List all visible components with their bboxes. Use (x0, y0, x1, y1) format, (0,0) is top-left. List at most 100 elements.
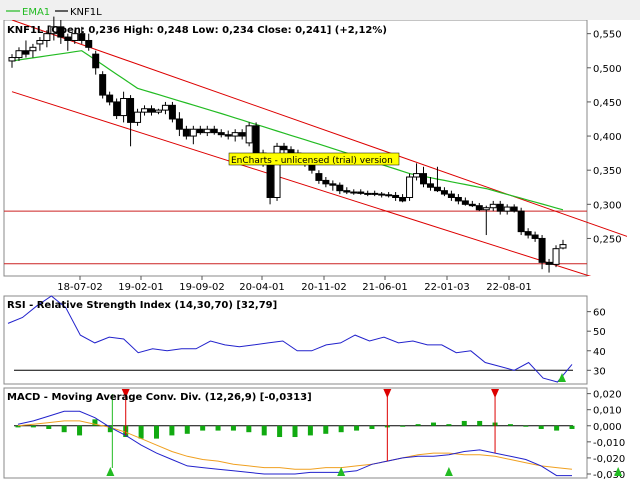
candle-body (336, 184, 344, 192)
macd-histogram-bar (446, 424, 452, 426)
macd-down-arrow (383, 389, 392, 398)
candle-body (106, 94, 114, 103)
candle-body (406, 176, 414, 198)
candle-body (92, 53, 100, 69)
candle-body (489, 203, 497, 209)
price-y-tick-label: 0,300 (593, 200, 622, 211)
price-x-tick-label: 19-09-02 (179, 282, 224, 293)
candle-body (50, 26, 58, 35)
price-x-tick-label: 18-07-02 (57, 282, 102, 293)
macd-histogram-bar (292, 425, 298, 438)
price-y-tick-label: 0,550 (593, 30, 622, 41)
candle-body (57, 26, 65, 38)
candle-body (496, 203, 504, 212)
macd-histogram-bar (569, 425, 575, 429)
candle-body (461, 200, 469, 205)
candle-body (399, 196, 407, 202)
candle-body (545, 261, 553, 265)
macd-up-arrow (614, 467, 623, 476)
macd-histogram-bar (277, 425, 283, 438)
macd-histogram-bar (230, 425, 236, 431)
watermark-text: EnCharts - unlicensed (trial) version (231, 156, 393, 166)
candle-body (559, 244, 567, 249)
macd-histogram-bar (338, 425, 344, 433)
trend-channel-line (11, 20, 627, 237)
macd-y-tick-label: -0,010 (593, 438, 625, 449)
candle-body (182, 128, 190, 137)
macd-histogram-bar (169, 425, 175, 436)
candle-body (71, 33, 79, 41)
macd-histogram-bar (77, 425, 83, 436)
candle-body (161, 104, 169, 111)
candle-body (482, 207, 490, 211)
candle-body (343, 190, 351, 193)
candle-body (273, 145, 281, 198)
candle-body (147, 108, 155, 113)
candle-body (29, 46, 37, 52)
candle-body (510, 206, 518, 212)
price-y-tick-label: 0,400 (593, 132, 622, 143)
macd-histogram-bar (523, 425, 529, 427)
candle-body (538, 237, 546, 263)
rsi-title: RSI - Relative Strength Index (14,30,70)… (7, 300, 277, 311)
price-x-tick-label: 21-06-01 (362, 282, 407, 293)
candle-body (134, 111, 142, 123)
macd-y-tick-label: -0,030 (593, 470, 625, 480)
macd-histogram-bar (30, 425, 36, 428)
candle-body (85, 39, 93, 48)
legend-bar (0, 0, 640, 20)
candle-body (141, 108, 149, 113)
price-y-tick-label: 0,350 (593, 166, 622, 177)
watermark-box (228, 152, 400, 166)
candle-body (224, 134, 232, 137)
candle-body (189, 128, 197, 137)
candle-body (475, 205, 483, 211)
candle-body (378, 193, 386, 196)
macd-up-arrow (337, 467, 346, 476)
candle-body (524, 231, 532, 236)
legend-knf-label: KNF1L (70, 7, 102, 18)
candle-body (371, 192, 379, 195)
candle-body (517, 210, 525, 233)
candle-body (420, 173, 428, 185)
candle-body (22, 50, 30, 55)
candle-body (78, 33, 86, 41)
macd-down-arrow (491, 389, 500, 398)
macd-histogram-bar (369, 425, 375, 429)
macd-y-tick-label: 0,020 (593, 390, 622, 401)
macd-histogram-bar (261, 425, 267, 436)
price-panel-frame (3, 19, 588, 277)
macd-histogram-bar (15, 425, 21, 428)
macd-y-tick-label: 0,000 (593, 422, 622, 433)
candle-body (468, 203, 476, 207)
rsi-y-tick-label: 60 (593, 308, 606, 319)
ema-line (11, 50, 564, 211)
rsi-line (7, 295, 573, 383)
candle-body (113, 101, 121, 117)
macd-histogram-bar (246, 425, 252, 433)
macd-histogram-bar (46, 425, 52, 429)
candle-body (552, 248, 560, 265)
candle-body (196, 128, 204, 134)
price-header: KNF1L [Open: 0,236 High: 0,248 Low: 0,23… (7, 25, 387, 36)
price-x-tick-label: 20-04-01 (239, 282, 284, 293)
candle-body (36, 39, 44, 45)
candle-body (287, 149, 295, 154)
candle-body (315, 173, 323, 181)
macd-histogram-bar (107, 425, 113, 433)
macd-histogram-bar (554, 425, 560, 431)
macd-histogram-bar (477, 420, 483, 426)
rsi-y-tick-label: 40 (593, 347, 606, 358)
candle-body (127, 98, 135, 123)
candle-body (64, 36, 72, 41)
macd-histogram-bar (138, 425, 144, 439)
price-y-tick-label: 0,450 (593, 98, 622, 109)
macd-histogram-bar (400, 425, 406, 427)
candle-body (8, 57, 16, 62)
candle-body (266, 162, 274, 198)
candle-body (15, 50, 23, 59)
candle-body (252, 125, 260, 154)
price-x-tick-label: 20-11-02 (301, 282, 346, 293)
candle-body (426, 183, 434, 188)
